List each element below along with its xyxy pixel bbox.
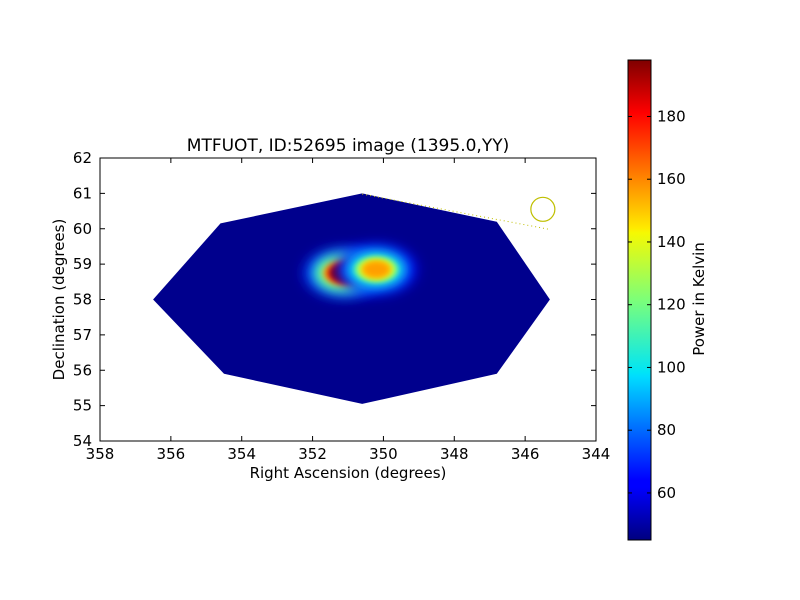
colorbar-tick-label: 140	[657, 233, 686, 251]
colorbar-tick-label: 100	[657, 358, 686, 376]
y-tick-label: 56	[73, 361, 92, 379]
x-tick-label: 344	[582, 445, 611, 463]
beam-marker	[362, 193, 556, 230]
x-axis-label: Right Ascension (degrees)	[250, 464, 447, 482]
x-axis-ticks: 358 356 354 352 350 348 346 344	[86, 158, 611, 463]
y-axis-label: Declination (degrees)	[50, 219, 68, 381]
y-tick-label: 54	[73, 432, 92, 450]
x-tick-label: 352	[298, 445, 327, 463]
colorbar-tick-label: 60	[657, 484, 676, 502]
x-tick-label: 348	[440, 445, 469, 463]
y-tick-label: 58	[73, 291, 92, 309]
y-tick-label: 61	[73, 184, 92, 202]
x-tick-label: 356	[157, 445, 186, 463]
colorbar-ticks: 60 80 100 120 140 160 180	[628, 107, 686, 502]
source-2	[336, 245, 417, 294]
beam-circle	[530, 196, 556, 222]
x-tick-label: 346	[511, 445, 540, 463]
y-tick-label: 55	[73, 397, 92, 415]
heatmap-image	[153, 193, 550, 404]
colorbar-tick-label: 160	[657, 170, 686, 188]
colorbar-tick-label: 120	[657, 296, 686, 314]
y-axis-ticks: 54 55 56 57 58 59 60 61 62	[73, 149, 596, 450]
chart-title: MTFUOT, ID:52695 image (1395.0,YY)	[187, 136, 509, 156]
source-emission	[304, 245, 417, 297]
x-tick-label: 354	[227, 445, 256, 463]
y-tick-label: 60	[73, 220, 92, 238]
colorbar-tick-label: 80	[657, 421, 676, 439]
x-tick-label: 358	[86, 445, 115, 463]
colorbar	[627, 59, 652, 541]
x-tick-label: 350	[369, 445, 398, 463]
coverage-region	[153, 193, 550, 404]
y-tick-label: 62	[73, 149, 92, 167]
y-tick-label: 59	[73, 255, 92, 273]
y-tick-label: 57	[73, 326, 92, 344]
colorbar-tick-label: 180	[657, 107, 686, 125]
colorbar-label: Power in Kelvin	[690, 242, 708, 356]
